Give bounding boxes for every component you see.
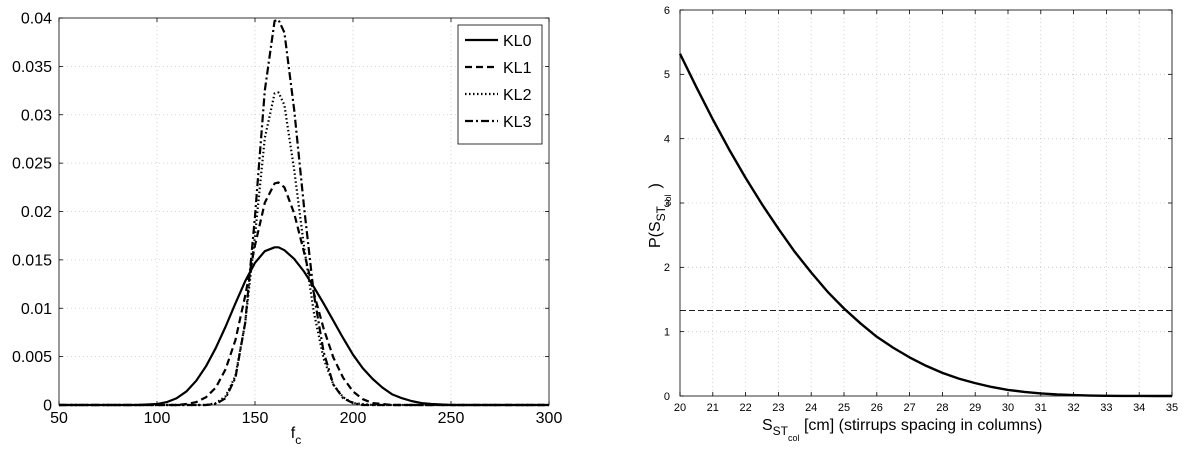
x-tick-label: 24 [805, 402, 817, 414]
y-tick-label: 1 [664, 327, 670, 339]
y-tick-label: 4 [664, 134, 670, 146]
x-tick-label: 25 [838, 402, 850, 414]
y-tick-label: 3 [664, 198, 670, 210]
x-axis-label: fc [291, 425, 301, 447]
y-tick-label: 0.025 [12, 156, 52, 173]
legend-label-kl3: KL3 [503, 114, 532, 131]
x-tick-label: 23 [772, 402, 784, 414]
y-tick-label: 0.02 [21, 204, 52, 221]
legend-label-kl0: KL0 [503, 33, 532, 50]
y-axis-label: P(SSTcol) [647, 183, 673, 248]
y-tick-label: 0.01 [21, 301, 52, 318]
series-line-kl0 [59, 246, 549, 407]
x-axis-label: SSTcol [cm] (stirrups spacing in columns… [762, 417, 1042, 443]
y-tick-label: 0.03 [21, 107, 52, 124]
series-line-kl2 [59, 91, 549, 407]
y-tick-label: 0.015 [12, 252, 52, 269]
x-tick-label: 29 [969, 402, 981, 414]
series-line-series-0 [678, 53, 1173, 398]
x-tick-label: 26 [871, 402, 883, 414]
y-tick-label: 0.04 [21, 11, 52, 28]
legend-box [457, 24, 543, 145]
left-chart-pdf: 50 100 150 200 250 300 0 0.005 0.01 0.015 0.02 0.02… [12, 11, 562, 447]
x-tick-label: 300 [536, 410, 563, 427]
x-tick-label: 50 [50, 410, 68, 427]
y-tick-label: 0.035 [12, 59, 52, 76]
right-chart-probability: 20 21 22 23 24 25 26 27 28 29 30 31 32 33 34 350123456S… [647, 5, 1178, 443]
x-tick-label: 35 [1166, 402, 1178, 414]
x-tick-label: 22 [739, 402, 751, 414]
y-tick-label: 6 [664, 5, 670, 17]
x-tick-label: 33 [1100, 402, 1112, 414]
x-tick-label: 32 [1067, 402, 1079, 414]
x-tick-label: 250 [438, 410, 465, 427]
x-tick-label: 150 [242, 410, 269, 427]
x-tick-label: 28 [936, 402, 948, 414]
legend-label-kl1: KL1 [503, 60, 532, 77]
x-tick-label: 200 [340, 410, 367, 427]
x-tick-label: 34 [1133, 402, 1145, 414]
x-tick-label: 27 [903, 402, 915, 414]
x-tick-label: 30 [1002, 402, 1014, 414]
plot-frame [679, 9, 1173, 397]
y-tick-label: 5 [664, 69, 670, 81]
legend: KL0 KL1 KL2 KL3 [457, 24, 543, 145]
y-tick-label: 0 [43, 398, 52, 415]
legend-label-kl2: KL2 [503, 87, 532, 104]
y-tick-label: 0.005 [12, 349, 52, 366]
x-tick-label: 20 [674, 402, 686, 414]
x-tick-label: 21 [707, 402, 719, 414]
x-tick-label: 31 [1035, 402, 1047, 414]
y-tick-label: 0 [664, 391, 670, 403]
y-tick-label: 2 [664, 262, 670, 274]
x-tick-label: 100 [144, 410, 171, 427]
